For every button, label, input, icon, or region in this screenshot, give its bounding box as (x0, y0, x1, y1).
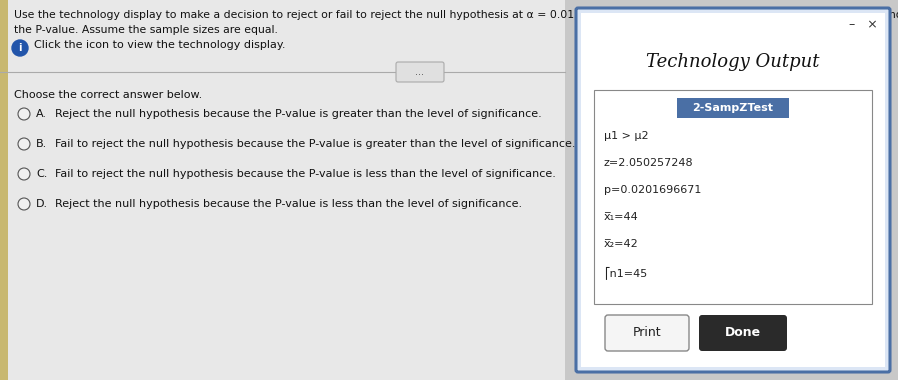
Text: x̅₂=42: x̅₂=42 (604, 239, 638, 249)
FancyBboxPatch shape (576, 8, 890, 372)
FancyBboxPatch shape (0, 0, 565, 380)
Circle shape (18, 138, 30, 150)
Text: Done: Done (725, 326, 762, 339)
FancyBboxPatch shape (605, 315, 689, 351)
Text: μ1 > μ2: μ1 > μ2 (604, 131, 648, 141)
Circle shape (18, 168, 30, 180)
Text: Reject the null hypothesis because the P-value is less than the level of signifi: Reject the null hypothesis because the P… (55, 199, 522, 209)
Text: Fail to reject the null hypothesis because the P-value is greater than the level: Fail to reject the null hypothesis becau… (55, 139, 576, 149)
FancyBboxPatch shape (396, 62, 444, 82)
Text: Print: Print (633, 326, 661, 339)
Text: C.: C. (36, 169, 48, 179)
Text: D.: D. (36, 199, 48, 209)
Text: x̅₁=44: x̅₁=44 (604, 212, 638, 222)
Text: the P-value. Assume the sample sizes are equal.: the P-value. Assume the sample sizes are… (14, 25, 277, 35)
Text: 2-SampZTest: 2-SampZTest (692, 103, 773, 113)
FancyBboxPatch shape (0, 0, 8, 380)
Text: p=0.0201696671: p=0.0201696671 (604, 185, 701, 195)
Circle shape (18, 198, 30, 210)
Text: Choose the correct answer below.: Choose the correct answer below. (14, 90, 202, 100)
Text: Use the technology display to make a decision to reject or fail to reject the nu: Use the technology display to make a dec… (14, 10, 898, 20)
Text: i: i (18, 43, 22, 53)
Text: B.: B. (36, 139, 48, 149)
Text: ...: ... (416, 67, 425, 77)
FancyBboxPatch shape (594, 90, 872, 304)
Text: –   ×: – × (850, 18, 878, 31)
Text: Reject the null hypothesis because the P-value is greater than the level of sign: Reject the null hypothesis because the P… (55, 109, 541, 119)
Text: z=2.050257248: z=2.050257248 (604, 158, 693, 168)
Text: Fail to reject the null hypothesis because the P-value is less than the level of: Fail to reject the null hypothesis becau… (55, 169, 556, 179)
Text: Technology Output: Technology Output (647, 53, 820, 71)
Text: Click the icon to view the technology display.: Click the icon to view the technology di… (34, 40, 286, 50)
Circle shape (12, 40, 28, 56)
FancyBboxPatch shape (699, 315, 787, 351)
Text: ⎡n1=45: ⎡n1=45 (604, 266, 647, 279)
FancyBboxPatch shape (581, 13, 885, 367)
Text: A.: A. (36, 109, 47, 119)
FancyBboxPatch shape (677, 98, 789, 118)
Circle shape (18, 108, 30, 120)
